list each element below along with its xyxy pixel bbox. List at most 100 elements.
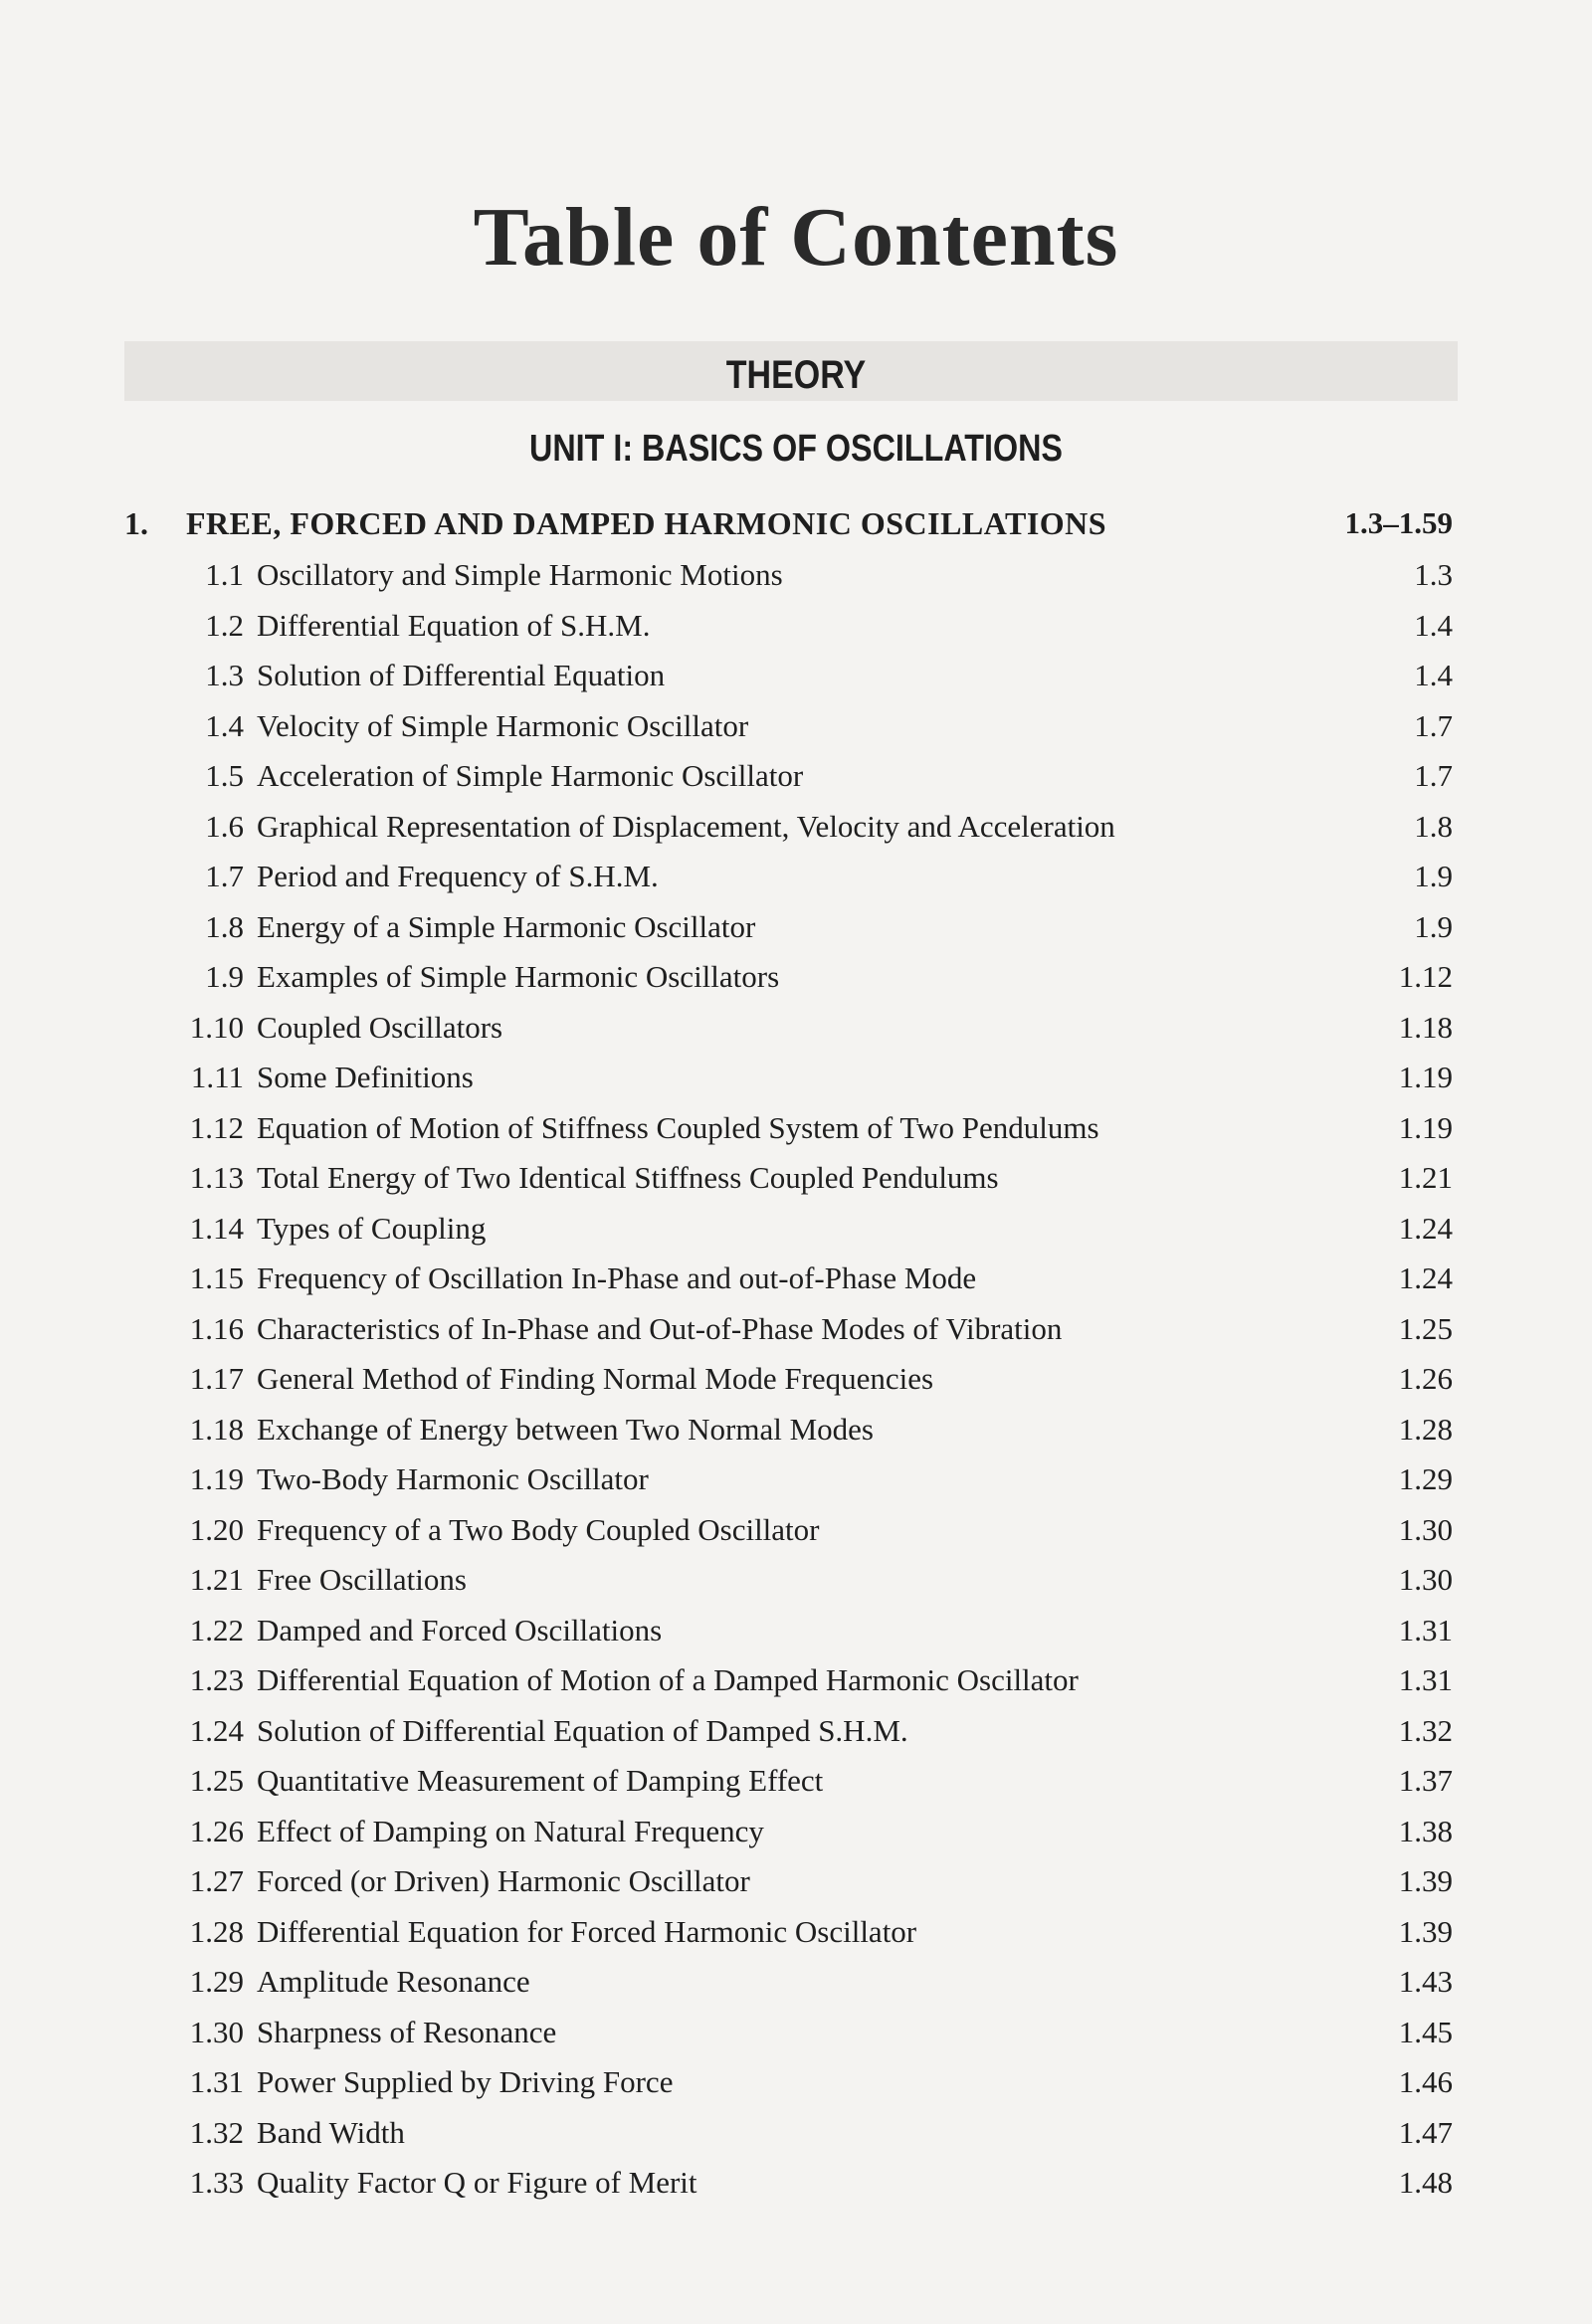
entry-number: 1.27 — [189, 1863, 244, 1898]
entry-title: Differential Equation of S.H.M. — [257, 607, 651, 643]
entry-page: 1.24 — [1398, 1210, 1453, 1246]
entry-number: 1.9 — [205, 959, 244, 994]
entry-number: 1.10 — [189, 1009, 244, 1045]
entry-page: 1.21 — [1398, 1160, 1453, 1195]
entry-title: Amplitude Resonance — [257, 1964, 530, 1999]
entry-title: Free Oscillations — [257, 1562, 467, 1597]
unit-heading: UNIT I: BASICS OF OSCILLATIONS — [529, 428, 1063, 470]
entry-page: 1.7 — [1414, 707, 1453, 743]
entry-number: 1.33 — [189, 2165, 244, 2200]
entry-page: 1.30 — [1398, 1562, 1453, 1597]
chapter-number: 1. — [124, 505, 148, 541]
entry-page: 1.38 — [1398, 1813, 1453, 1848]
entry-title: Damped and Forced Oscillations — [257, 1612, 663, 1647]
entry-title: Differential Equation of Motion of a Dam… — [257, 1662, 1079, 1697]
entry-title: Total Energy of Two Identical Stiffness … — [257, 1160, 999, 1195]
entry-title: Quantitative Measurement of Damping Effe… — [257, 1763, 824, 1798]
entry-page: 1.19 — [1398, 1109, 1453, 1145]
entry-title: Graphical Representation of Displacement… — [257, 808, 1115, 844]
entry-page: 1.32 — [1398, 1712, 1453, 1748]
entry-title: Velocity of Simple Harmonic Oscillator — [257, 707, 749, 743]
entry-title: Energy of a Simple Harmonic Oscillator — [257, 908, 756, 944]
entry-page: 1.39 — [1398, 1913, 1453, 1949]
entry-number: 1.32 — [189, 2114, 244, 2150]
entry-title: Types of Coupling — [257, 1210, 487, 1246]
entry-title: Power Supplied by Driving Force — [257, 2064, 674, 2099]
entry-title: Coupled Oscillators — [257, 1009, 503, 1045]
entry-title: Forced (or Driven) Harmonic Oscillator — [257, 1863, 750, 1898]
entry-number: 1.30 — [189, 2014, 244, 2049]
entry-number: 1.3 — [205, 658, 244, 692]
entry-title: Some Definitions — [257, 1060, 474, 1094]
entry-number: 1.5 — [205, 758, 244, 793]
entry-number: 1.11 — [190, 1060, 244, 1094]
entry-title: Equation of Motion of Stiffness Coupled … — [257, 1109, 1099, 1145]
entry-title: Two-Body Harmonic Oscillator — [257, 1461, 649, 1496]
entry-page: 1.9 — [1414, 859, 1453, 893]
entry-number: 1.21 — [189, 1562, 244, 1597]
entry-number: 1.17 — [189, 1361, 244, 1396]
page-title: Table of Contents — [473, 191, 1119, 284]
entry-title: Effect of Damping on Natural Frequency — [257, 1813, 764, 1848]
entry-page: 1.8 — [1414, 808, 1453, 844]
entry-number: 1.4 — [205, 707, 244, 743]
entry-title: Characteristics of In-Phase and Out-of-P… — [257, 1310, 1063, 1346]
entry-page: 1.25 — [1398, 1310, 1453, 1346]
entry-title: Differential Equation for Forced Harmoni… — [257, 1913, 917, 1949]
entry-number: 1.2 — [205, 607, 244, 643]
entry-number: 1.22 — [189, 1612, 244, 1647]
entry-page: 1.26 — [1398, 1361, 1453, 1396]
entry-page: 1.24 — [1398, 1260, 1453, 1295]
entry-page: 1.29 — [1398, 1461, 1453, 1496]
entry-title: Acceleration of Simple Harmonic Oscillat… — [257, 758, 804, 793]
entry-number: 1.1 — [205, 557, 244, 592]
entry-number: 1.31 — [189, 2064, 244, 2099]
entry-number: 1.23 — [189, 1662, 244, 1697]
entry-title: Period and Frequency of S.H.M. — [257, 859, 659, 893]
entry-title: Frequency of a Two Body Coupled Oscillat… — [257, 1511, 820, 1547]
entry-page: 1.4 — [1414, 658, 1453, 692]
entry-number: 1.25 — [189, 1763, 244, 1798]
entry-number: 1.18 — [189, 1411, 244, 1447]
entry-title: Examples of Simple Harmonic Oscillators — [257, 959, 780, 994]
entry-number: 1.13 — [189, 1160, 244, 1195]
entry-title: Quality Factor Q or Figure of Merit — [257, 2165, 697, 2200]
entry-title: Sharpness of Resonance — [257, 2014, 557, 2049]
entry-number: 1.14 — [189, 1210, 244, 1246]
entry-number: 1.6 — [205, 808, 244, 844]
entry-number: 1.12 — [189, 1109, 244, 1145]
entry-title: Exchange of Energy between Two Normal Mo… — [257, 1411, 874, 1447]
entry-title: Oscillatory and Simple Harmonic Motions — [257, 557, 783, 592]
chapter-pages: 1.3–1.59 — [1344, 505, 1454, 540]
header-band — [124, 341, 1458, 401]
entry-page: 1.47 — [1398, 2114, 1453, 2150]
entry-number: 1.26 — [189, 1813, 244, 1848]
entry-page: 1.18 — [1398, 1009, 1453, 1045]
entry-page: 1.30 — [1398, 1511, 1453, 1547]
entry-page: 1.43 — [1398, 1964, 1453, 1999]
entry-page: 1.31 — [1398, 1612, 1453, 1647]
entry-number: 1.16 — [189, 1310, 244, 1346]
entry-page: 1.3 — [1414, 557, 1453, 592]
entry-page: 1.48 — [1398, 2165, 1453, 2200]
section-heading: THEORY — [725, 353, 867, 397]
entry-page: 1.46 — [1398, 2064, 1453, 2099]
entry-page: 1.31 — [1398, 1662, 1453, 1697]
entry-page: 1.4 — [1414, 607, 1453, 643]
entry-number: 1.8 — [205, 908, 244, 944]
entry-number: 1.29 — [189, 1964, 244, 1999]
entry-page: 1.7 — [1414, 758, 1453, 793]
entry-title: Frequency of Oscillation In-Phase and ou… — [257, 1260, 977, 1295]
entry-number: 1.28 — [189, 1913, 244, 1949]
entry-number: 1.19 — [189, 1461, 244, 1496]
entry-page: 1.28 — [1398, 1411, 1453, 1447]
entry-number: 1.15 — [189, 1260, 244, 1295]
entry-page: 1.19 — [1398, 1060, 1453, 1094]
entry-title: Solution of Differential Equation — [257, 658, 666, 692]
chapter-title: FREE, FORCED AND DAMPED HARMONIC OSCILLA… — [186, 505, 1107, 541]
entry-page: 1.12 — [1398, 959, 1453, 994]
entry-number: 1.20 — [189, 1511, 244, 1547]
entry-page: 1.45 — [1398, 2014, 1453, 2049]
entry-page: 1.37 — [1398, 1763, 1453, 1798]
entry-title: General Method of Finding Normal Mode Fr… — [257, 1361, 934, 1396]
